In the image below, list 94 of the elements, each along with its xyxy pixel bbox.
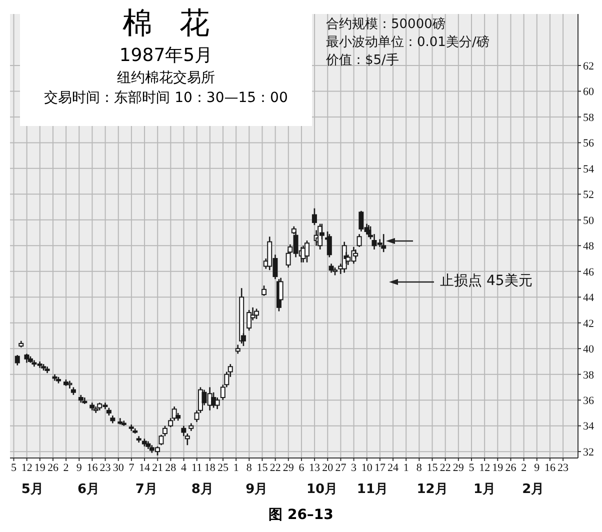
- x-tick-label: 19: [34, 462, 46, 474]
- candlestick: [246, 309, 252, 332]
- x2-tick-label: 9月: [246, 482, 268, 498]
- caption: 图 26–13: [268, 506, 334, 524]
- y-tick-label: 40: [583, 344, 594, 356]
- x-tick-label: 23: [100, 462, 112, 474]
- y-tick-label: 32: [583, 446, 594, 458]
- y-tick-label: 54: [583, 163, 594, 176]
- y-tick-label: 58: [583, 112, 594, 124]
- candlestick: [262, 284, 267, 296]
- x-tick-label: 10: [361, 462, 373, 474]
- x-tick-label: 16: [544, 462, 556, 474]
- y-tick-label: 60: [583, 86, 594, 98]
- x-tick-label: 11: [192, 462, 202, 474]
- candlestick: [328, 263, 334, 274]
- text: 1987年5月: [118, 44, 214, 68]
- x-tick-label: 26: [505, 462, 517, 474]
- chart-title: 棉花: [122, 5, 238, 43]
- candlestick: [381, 233, 386, 253]
- x-tick-label: 16: [86, 462, 98, 474]
- x-tick-label: 24: [388, 462, 400, 474]
- x2-tick-label: 1月: [474, 482, 496, 498]
- x-tick-label: 13: [309, 462, 321, 474]
- annotation: 价值：$5/手: [326, 52, 400, 70]
- candlestick: [254, 308, 260, 320]
- y-tick-label: 50: [583, 214, 594, 227]
- x2-tick-label: 2月: [522, 482, 544, 498]
- x-tick-label: 9: [534, 462, 540, 474]
- annotation: 纽约棉花交易所: [116, 69, 216, 88]
- x-tick-label: 20: [322, 462, 334, 474]
- x-tick-label: 22: [440, 462, 451, 474]
- x-tick-label: 2: [63, 462, 69, 474]
- x-tick-label: 6: [298, 462, 305, 474]
- y-tick-label: 36: [583, 394, 594, 407]
- x-tick-label: 14: [139, 462, 151, 474]
- annotation: 止损点 45美元: [440, 272, 532, 290]
- x-tick-label: 15: [426, 462, 438, 474]
- candlestick: [356, 233, 362, 248]
- x-tick-label: 17: [374, 462, 386, 474]
- x-tick-label: 22: [270, 462, 281, 474]
- candlestick: [14, 354, 20, 366]
- x-tick-label: 8: [246, 462, 252, 474]
- x2-tick-label: 5月: [21, 482, 44, 498]
- x-tick-label: 9: [76, 462, 82, 474]
- candlestick: [304, 240, 310, 264]
- x2-tick-label: 7月: [135, 482, 158, 498]
- x-tick-label: 4: [181, 462, 188, 474]
- annotation: 合约规模：50000磅: [326, 16, 446, 34]
- x-tick-label: 1: [403, 462, 409, 474]
- x-tick-label: 12: [479, 462, 490, 474]
- candlestick: [312, 208, 317, 226]
- x-tick-label: 5: [468, 462, 475, 474]
- x2-tick-label: 12月: [416, 482, 448, 498]
- x2-tick-label: 8月: [191, 482, 214, 498]
- y-tick-label: 44: [583, 292, 594, 304]
- y-tick-label: 56: [583, 138, 594, 150]
- x-tick-label: 21: [152, 462, 164, 474]
- x-tick-label: 27: [335, 462, 347, 474]
- x-tick-label: 5: [10, 462, 17, 474]
- x-tick-label: 29: [282, 462, 294, 474]
- x-tick-label: 3: [351, 462, 358, 474]
- x-tick-label: 28: [165, 462, 177, 474]
- y-tick-label: 62: [583, 60, 594, 72]
- y-tick-label: 34: [583, 420, 594, 433]
- x-tick-label: 23: [558, 462, 570, 474]
- x2-tick-label: 11月: [356, 482, 388, 498]
- x-tick-label: 30: [112, 462, 124, 474]
- x-tick-label: 19: [492, 462, 504, 474]
- candlestick: [214, 396, 220, 410]
- candlestick: [358, 210, 364, 232]
- x-tick-label: 15: [256, 462, 268, 474]
- x-tick-label: 7: [128, 462, 135, 474]
- x-tick-label: 29: [452, 462, 464, 474]
- x-tick-label: 12: [21, 462, 32, 474]
- candlestick: [24, 353, 30, 364]
- x2-tick-label: 6月: [77, 482, 100, 498]
- candlestick: [353, 248, 358, 260]
- candlestick: [326, 233, 332, 258]
- x-tick-label: 18: [204, 462, 216, 474]
- x-tick-label: 1: [233, 462, 239, 474]
- y-tick-label: 48: [583, 240, 594, 253]
- annotation: 最小波动单位：0.01美分/磅: [326, 34, 490, 52]
- annotation: 交易时间：东部时间 10：30—15：00: [43, 89, 289, 108]
- x-tick-label: 26: [47, 462, 59, 474]
- y-tick-label: 42: [583, 318, 594, 330]
- candlestick: [235, 344, 240, 354]
- x-tick-label: 8: [416, 462, 422, 474]
- x-tick-label: 2: [521, 462, 527, 474]
- y-tick-label: 52: [583, 189, 594, 202]
- y-tick-label: 46: [583, 266, 594, 278]
- x2-tick-label: 10月: [306, 482, 338, 498]
- x-tick-label: 25: [218, 462, 229, 474]
- y-tick-label: 38: [583, 369, 594, 382]
- candlestick: [181, 425, 186, 437]
